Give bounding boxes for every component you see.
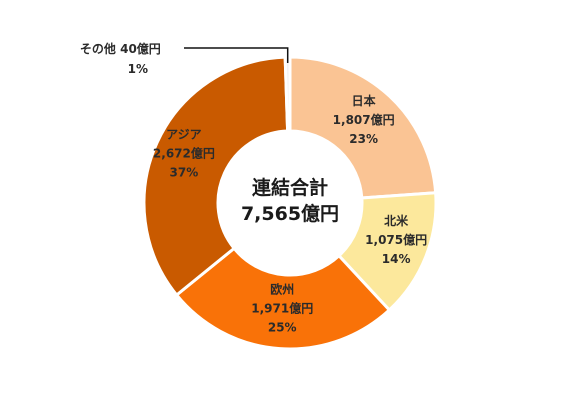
callout-text: その他 40億円 xyxy=(80,41,161,56)
labels-group: 日本 1,807億円 23% 北米 1,075億円 14% 欧州 1,971億円 25% アジア 2… xyxy=(153,93,427,335)
slice-percent-1: 23% xyxy=(349,132,378,146)
slice-name-2: 北米 xyxy=(384,213,409,228)
slice-5 xyxy=(283,55,292,133)
callout-leader-line xyxy=(184,47,289,63)
center-label-group: 連結合計 7,565億円 xyxy=(241,176,339,225)
slice-label-3: 欧州 1,971億円 25% xyxy=(251,282,313,335)
callout-percent: 1% xyxy=(128,62,148,76)
slice-label-2: 北米 1,075億円 14% xyxy=(365,213,427,266)
slice-value-3: 1,971億円 xyxy=(251,301,313,316)
slice-name-4: アジア xyxy=(166,127,202,141)
slice-3 xyxy=(175,246,391,351)
callout-group: その他 40億円 1% xyxy=(80,41,289,76)
slice-name-3: 欧州 xyxy=(270,282,294,297)
slice-4 xyxy=(142,55,290,297)
slice-value-4: 2,672億円 xyxy=(153,145,215,160)
slice-value-1: 1,807億円 xyxy=(333,112,395,127)
center-title: 連結合計 xyxy=(252,176,328,199)
slice-label-1: 日本 1,807億円 23% xyxy=(333,93,395,146)
slice-name-1: 日本 xyxy=(352,93,376,108)
slice-value-2: 1,075億円 xyxy=(365,232,427,247)
slice-1 xyxy=(288,55,438,200)
center-total: 7,565億円 xyxy=(241,202,339,225)
slice-percent-4: 37% xyxy=(170,165,199,179)
slices-group xyxy=(142,55,438,351)
slice-label-4: アジア 2,672億円 37% xyxy=(153,127,215,179)
slice-percent-2: 14% xyxy=(382,252,411,266)
callout-name-label: その他 40億円 1% xyxy=(80,41,165,76)
slice-percent-3: 25% xyxy=(268,321,297,335)
